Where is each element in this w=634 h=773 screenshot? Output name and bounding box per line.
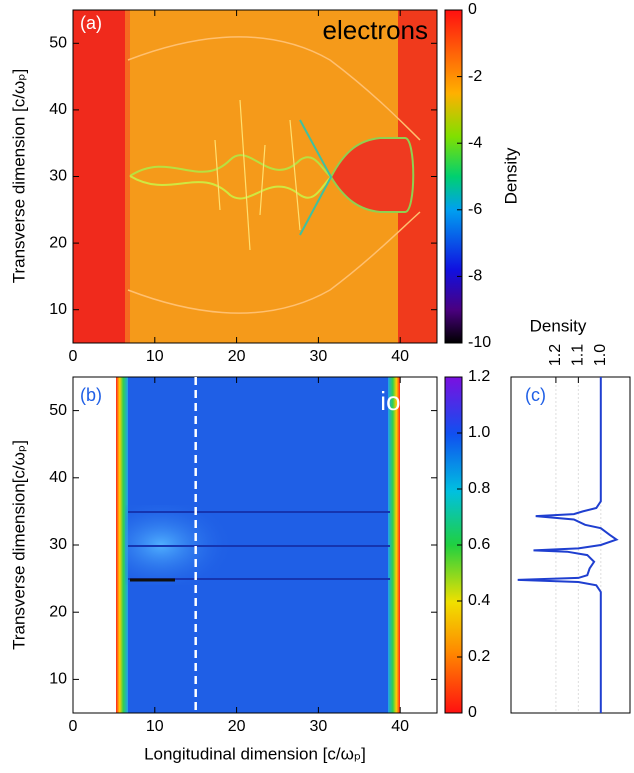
x-axis-label: Longitudinal dimension [c/ωₚ] bbox=[144, 744, 366, 763]
colorbar-tick-label: 0 bbox=[468, 1, 477, 18]
y-tick-label: 50 bbox=[49, 35, 67, 52]
x-tick-label: 1.0 bbox=[592, 344, 609, 366]
x-tick-label: 30 bbox=[309, 348, 327, 365]
x-tick-label: 10 bbox=[146, 718, 164, 735]
colorbar bbox=[444, 9, 463, 344]
y-tick-label: 20 bbox=[49, 603, 67, 620]
panel-label: (c) bbox=[525, 385, 546, 405]
x-tick-label: 0 bbox=[69, 718, 78, 735]
x-tick-label: 0 bbox=[69, 348, 78, 365]
colorbar-tick-label: 0 bbox=[468, 704, 477, 721]
y-tick-label: 20 bbox=[49, 234, 67, 251]
plot-frame bbox=[510, 376, 631, 714]
colorbar-tick-label: -6 bbox=[468, 201, 482, 218]
annotation: ions bbox=[380, 386, 428, 416]
x-tick-label: 1.2 bbox=[547, 344, 564, 366]
x-tick-label: 40 bbox=[391, 718, 409, 735]
x-tick-label: 20 bbox=[228, 718, 246, 735]
y-tick-label: 40 bbox=[49, 101, 67, 118]
x-tick-label: 20 bbox=[228, 348, 246, 365]
ion-map bbox=[73, 377, 437, 713]
y-axis-label: Transverse dimension[c/ωₚ] bbox=[9, 440, 28, 650]
y-axis-label: Transverse dimension [c/ωₚ] bbox=[9, 69, 28, 284]
panel-label: (b) bbox=[80, 385, 102, 405]
colorbar-label: Density bbox=[501, 147, 520, 204]
colorbar-tick-label: -2 bbox=[468, 68, 482, 85]
colorbar-tick-label: -4 bbox=[468, 134, 482, 151]
y-tick-label: 30 bbox=[49, 168, 67, 185]
y-tick-label: 50 bbox=[49, 402, 67, 419]
x-tick-label: 40 bbox=[391, 348, 409, 365]
y-tick-label: 10 bbox=[49, 671, 67, 688]
colorbar-tick-label: -8 bbox=[468, 268, 482, 285]
x-tick-label: 30 bbox=[309, 718, 327, 735]
colorbar-tick-label: 1.0 bbox=[468, 424, 490, 441]
x-tick-label: 1.1 bbox=[570, 344, 587, 366]
annotation: electrons bbox=[323, 15, 429, 45]
x-tick-label: 10 bbox=[146, 348, 164, 365]
colorbar-tick-label: 0.8 bbox=[468, 480, 490, 497]
colorbar-tick-label: 0.6 bbox=[468, 536, 490, 553]
density-line bbox=[517, 377, 619, 713]
y-tick-label: 40 bbox=[49, 469, 67, 486]
panel-label: (a) bbox=[80, 13, 102, 33]
electron-map bbox=[73, 10, 437, 343]
colorbar-tick-label: 0.2 bbox=[468, 648, 490, 665]
colorbar-tick-label: 1.2 bbox=[468, 368, 490, 385]
colorbar-tick-label: 0.4 bbox=[468, 592, 490, 609]
colorbar-tick-label: -10 bbox=[468, 334, 491, 351]
y-tick-label: 30 bbox=[49, 536, 67, 553]
panel-title: Density bbox=[530, 316, 587, 335]
y-tick-label: 10 bbox=[49, 301, 67, 318]
